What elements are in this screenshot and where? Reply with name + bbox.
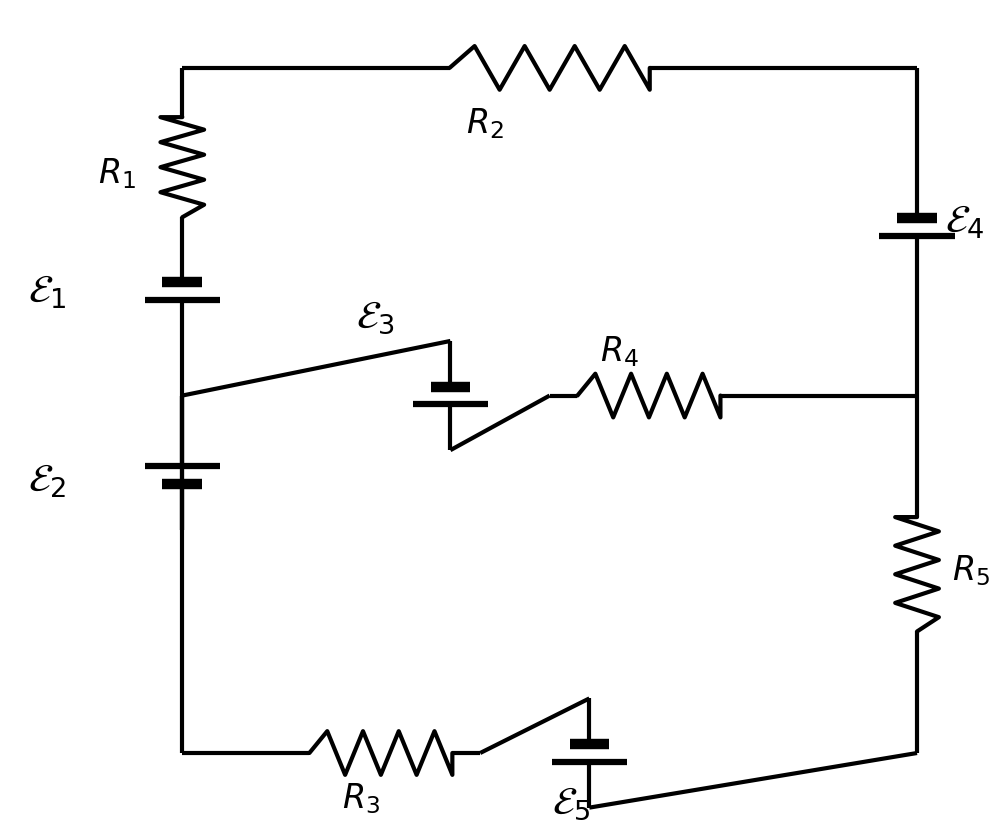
Text: $\mathcal{E}_2$: $\mathcal{E}_2$ [28,461,67,499]
Text: $\mathcal{E}_4$: $\mathcal{E}_4$ [944,204,984,241]
Text: $R_4$: $R_4$ [599,334,638,369]
Text: $R_3$: $R_3$ [342,781,380,815]
Text: $\mathcal{E}_3$: $\mathcal{E}_3$ [356,299,394,335]
Text: $R_2$: $R_2$ [465,106,504,141]
Text: $\mathcal{E}_1$: $\mathcal{E}_1$ [28,274,67,311]
Text: $R_5$: $R_5$ [951,552,989,587]
Text: $\mathcal{E}_5$: $\mathcal{E}_5$ [551,784,590,821]
Text: $R_1$: $R_1$ [97,155,135,190]
